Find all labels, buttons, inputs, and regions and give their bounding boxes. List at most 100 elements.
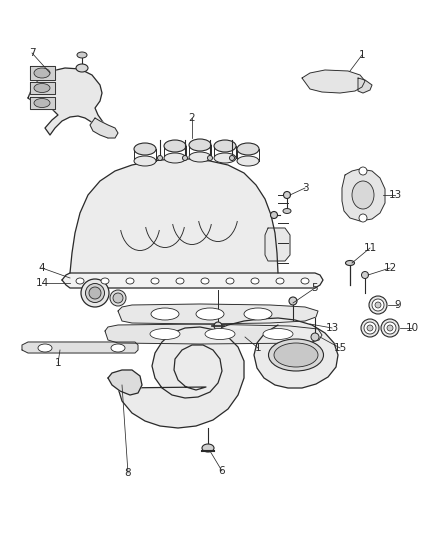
Ellipse shape	[359, 214, 367, 222]
Text: 1: 1	[359, 50, 365, 60]
Text: 2: 2	[189, 113, 195, 123]
Ellipse shape	[164, 153, 186, 163]
Ellipse shape	[101, 278, 109, 284]
Ellipse shape	[214, 153, 236, 163]
Polygon shape	[358, 78, 372, 93]
Ellipse shape	[150, 328, 180, 340]
Ellipse shape	[289, 297, 297, 305]
Polygon shape	[265, 228, 290, 261]
Text: 3: 3	[302, 183, 308, 193]
Ellipse shape	[110, 290, 126, 306]
Ellipse shape	[34, 99, 50, 108]
Ellipse shape	[214, 322, 222, 330]
Ellipse shape	[151, 278, 159, 284]
Ellipse shape	[387, 325, 393, 331]
Ellipse shape	[38, 344, 52, 352]
Ellipse shape	[77, 52, 87, 58]
Polygon shape	[30, 66, 55, 80]
Ellipse shape	[301, 278, 309, 284]
Text: 1: 1	[254, 343, 261, 353]
Ellipse shape	[375, 302, 381, 308]
Ellipse shape	[364, 322, 376, 334]
Ellipse shape	[226, 278, 234, 284]
Ellipse shape	[85, 284, 105, 303]
Ellipse shape	[134, 156, 156, 166]
Text: 13: 13	[389, 190, 402, 200]
Polygon shape	[302, 70, 365, 93]
Ellipse shape	[359, 167, 367, 175]
Polygon shape	[342, 169, 385, 221]
Text: 13: 13	[325, 323, 339, 333]
Ellipse shape	[311, 333, 319, 341]
Ellipse shape	[369, 296, 387, 314]
Ellipse shape	[361, 271, 368, 279]
Ellipse shape	[196, 308, 224, 320]
Ellipse shape	[276, 278, 284, 284]
Ellipse shape	[352, 181, 374, 209]
Polygon shape	[62, 273, 323, 288]
Text: 10: 10	[406, 323, 419, 333]
Text: 6: 6	[219, 466, 225, 476]
Ellipse shape	[381, 319, 399, 337]
Ellipse shape	[271, 212, 278, 219]
Ellipse shape	[361, 319, 379, 337]
Ellipse shape	[202, 444, 214, 452]
Polygon shape	[105, 324, 322, 344]
Ellipse shape	[283, 208, 291, 214]
Polygon shape	[90, 118, 118, 138]
Ellipse shape	[111, 344, 125, 352]
Polygon shape	[118, 304, 318, 324]
Polygon shape	[30, 97, 55, 109]
Text: 12: 12	[383, 263, 397, 273]
Ellipse shape	[201, 278, 209, 284]
Polygon shape	[215, 318, 338, 388]
Ellipse shape	[81, 279, 109, 307]
Ellipse shape	[189, 139, 211, 151]
Ellipse shape	[89, 287, 101, 299]
Polygon shape	[30, 82, 55, 94]
Ellipse shape	[346, 261, 354, 265]
Text: 1: 1	[55, 358, 61, 368]
Ellipse shape	[134, 143, 156, 155]
Ellipse shape	[251, 278, 259, 284]
Ellipse shape	[268, 339, 324, 371]
Polygon shape	[70, 159, 278, 273]
Text: 11: 11	[364, 243, 377, 253]
Polygon shape	[28, 68, 112, 138]
Text: 7: 7	[28, 48, 35, 58]
Ellipse shape	[176, 278, 184, 284]
Text: 8: 8	[125, 468, 131, 478]
Ellipse shape	[76, 278, 84, 284]
Ellipse shape	[237, 156, 259, 166]
Text: 5: 5	[312, 283, 318, 293]
Ellipse shape	[164, 140, 186, 152]
Ellipse shape	[113, 293, 123, 303]
Ellipse shape	[263, 328, 293, 340]
Ellipse shape	[244, 308, 272, 320]
Ellipse shape	[372, 299, 384, 311]
Polygon shape	[118, 327, 244, 428]
Text: 4: 4	[39, 263, 45, 273]
Ellipse shape	[189, 152, 211, 162]
Ellipse shape	[76, 64, 88, 72]
Ellipse shape	[214, 140, 236, 152]
Text: 15: 15	[333, 343, 346, 353]
Ellipse shape	[274, 343, 318, 367]
Ellipse shape	[205, 328, 235, 340]
Ellipse shape	[367, 325, 373, 331]
Ellipse shape	[237, 143, 259, 155]
Ellipse shape	[283, 191, 290, 198]
Ellipse shape	[34, 68, 50, 78]
Ellipse shape	[230, 156, 234, 160]
Ellipse shape	[126, 278, 134, 284]
Ellipse shape	[208, 156, 212, 160]
Ellipse shape	[183, 156, 187, 160]
Ellipse shape	[384, 322, 396, 334]
Polygon shape	[22, 342, 138, 353]
Text: 9: 9	[395, 300, 401, 310]
Ellipse shape	[34, 84, 50, 93]
Polygon shape	[108, 370, 142, 395]
Ellipse shape	[151, 308, 179, 320]
Text: 14: 14	[35, 278, 49, 288]
Ellipse shape	[158, 156, 162, 160]
